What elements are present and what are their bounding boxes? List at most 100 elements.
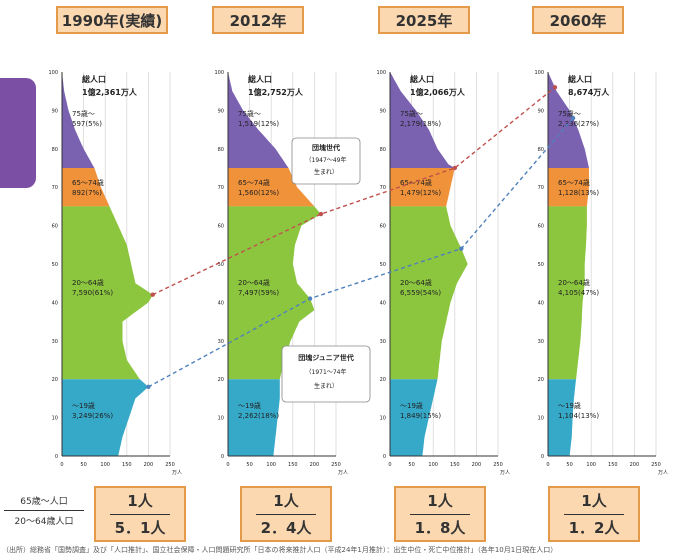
group-label: 20～64歳 bbox=[238, 278, 270, 287]
x-tick-label: 200 bbox=[472, 462, 482, 468]
group-value: 3,249(26%) bbox=[72, 412, 113, 420]
junior-trend-line-point bbox=[307, 296, 313, 301]
x-tick-label: 150 bbox=[608, 462, 618, 468]
group-value: 597(5%) bbox=[72, 120, 102, 128]
junior-trend-line bbox=[148, 117, 574, 388]
ratio-num: 1人 bbox=[256, 488, 316, 515]
total-value: 1億2,752万人 bbox=[248, 87, 304, 97]
group-value: 1,128(13%) bbox=[558, 189, 599, 197]
boomer-trend-line bbox=[152, 86, 556, 296]
source-footnote: （出所）総務省「国勢調査」及び「人口推計」、国立社会保障・人口問題研究所「日本の… bbox=[2, 546, 558, 554]
group-value: 1,479(12%) bbox=[400, 189, 441, 197]
x-tick-label: 250 bbox=[651, 462, 661, 468]
y-tick-label: 20 bbox=[380, 377, 386, 383]
group-value: 7,497(59%) bbox=[238, 289, 279, 297]
group-label: 20～64歳 bbox=[72, 278, 104, 287]
y-tick-label: 40 bbox=[52, 300, 58, 306]
area-age0 bbox=[228, 379, 280, 456]
ratio-box-1990: 1人 5．1人 bbox=[94, 486, 186, 542]
junior-trend-line-point bbox=[459, 246, 464, 251]
group-label: 20～64歳 bbox=[558, 278, 590, 287]
group-value: 1,560(12%) bbox=[238, 189, 279, 197]
boomer-callout-title: 団塊世代 bbox=[312, 143, 340, 152]
area-age65 bbox=[62, 168, 110, 207]
header-2025: 2025年 bbox=[378, 6, 470, 34]
x-unit-label: 万人 bbox=[658, 470, 668, 476]
group-label: ～19歳 bbox=[72, 401, 95, 410]
group-label: 75歳～ bbox=[238, 109, 261, 118]
ratio-label-top: 65歳～人口 bbox=[4, 494, 84, 511]
group-label: 75歳～ bbox=[558, 109, 581, 118]
x-tick-label: 150 bbox=[450, 462, 460, 468]
boomer-trend-line-point bbox=[452, 165, 457, 171]
ratio-num: 1人 bbox=[564, 488, 624, 515]
group-label: 20～64歳 bbox=[400, 278, 432, 287]
total-value: 1億2,361万人 bbox=[82, 87, 138, 97]
ratio-box-2025: 1人 1．8人 bbox=[394, 486, 486, 542]
header-1990: 1990年(実績) bbox=[56, 6, 168, 34]
ratio-den: 5．1人 bbox=[114, 519, 166, 537]
y-tick-label: 90 bbox=[380, 108, 386, 114]
y-tick-label: 40 bbox=[218, 300, 224, 306]
y-tick-label: 90 bbox=[218, 108, 224, 114]
x-tick-label: 100 bbox=[428, 462, 438, 468]
y-tick-label: 80 bbox=[52, 147, 58, 153]
group-value: 6,559(54%) bbox=[400, 289, 441, 297]
y-tick-label: 70 bbox=[538, 185, 544, 191]
y-tick-label: 70 bbox=[380, 185, 386, 191]
header-2012: 2012年 bbox=[212, 6, 304, 34]
group-label: 65～74歳 bbox=[558, 178, 590, 187]
group-value: 1,519(12%) bbox=[238, 120, 279, 128]
y-tick-label: 0 bbox=[383, 454, 386, 460]
x-tick-label: 150 bbox=[288, 462, 298, 468]
area-age20 bbox=[548, 206, 587, 380]
y-tick-label: 0 bbox=[541, 454, 544, 460]
total-value: 8,674万人 bbox=[568, 87, 610, 97]
y-tick-label: 30 bbox=[380, 339, 386, 345]
group-value: 892(7%) bbox=[72, 189, 102, 197]
group-value: 1,104(13%) bbox=[558, 412, 599, 420]
x-tick-label: 100 bbox=[266, 462, 276, 468]
x-tick-label: 200 bbox=[630, 462, 640, 468]
group-value: 7,590(61%) bbox=[72, 289, 113, 297]
boomer-callout-box bbox=[291, 137, 361, 185]
boomer-trend-line-point bbox=[318, 211, 324, 217]
y-tick-label: 50 bbox=[538, 262, 544, 268]
x-tick-label: 0 bbox=[388, 462, 391, 468]
x-unit-label: 万人 bbox=[500, 470, 510, 476]
total-label: 総人口 bbox=[568, 74, 592, 84]
x-unit-label: 万人 bbox=[338, 470, 348, 476]
y-tick-label: 90 bbox=[52, 108, 58, 114]
boomer-trend-line-point bbox=[552, 85, 558, 90]
boomer-callout-years: （1947～49年 bbox=[306, 156, 347, 164]
x-unit-label: 万人 bbox=[172, 470, 182, 476]
group-value: 4,105(47%) bbox=[558, 289, 599, 297]
x-tick-label: 150 bbox=[122, 462, 132, 468]
area-age20 bbox=[228, 206, 321, 380]
y-tick-label: 100 bbox=[376, 70, 386, 76]
area-age20 bbox=[390, 206, 468, 380]
group-label: ～19歳 bbox=[238, 401, 261, 410]
x-tick-label: 200 bbox=[144, 462, 154, 468]
area-age65 bbox=[548, 168, 589, 207]
group-value: 2,262(18%) bbox=[238, 412, 279, 420]
area-age20 bbox=[62, 206, 153, 380]
group-label: 75歳～ bbox=[72, 109, 95, 118]
area-age75 bbox=[228, 72, 289, 168]
y-tick-label: 20 bbox=[538, 377, 544, 383]
y-tick-label: 0 bbox=[55, 454, 58, 460]
y-tick-label: 10 bbox=[380, 416, 386, 422]
y-tick-label: 50 bbox=[218, 262, 224, 268]
ratio-label: 65歳～人口 20～64歳人口 bbox=[4, 494, 84, 527]
y-tick-label: 30 bbox=[538, 339, 544, 345]
y-tick-label: 20 bbox=[218, 377, 224, 383]
y-tick-label: 80 bbox=[380, 147, 386, 153]
group-value: 2,336(27%) bbox=[558, 120, 599, 128]
junior-trend-line-point bbox=[146, 384, 151, 390]
junior-trend-line-point bbox=[570, 115, 576, 121]
area-age0 bbox=[548, 379, 577, 456]
y-tick-label: 20 bbox=[52, 377, 58, 383]
side-tab bbox=[0, 78, 36, 188]
area-age75 bbox=[62, 72, 95, 168]
